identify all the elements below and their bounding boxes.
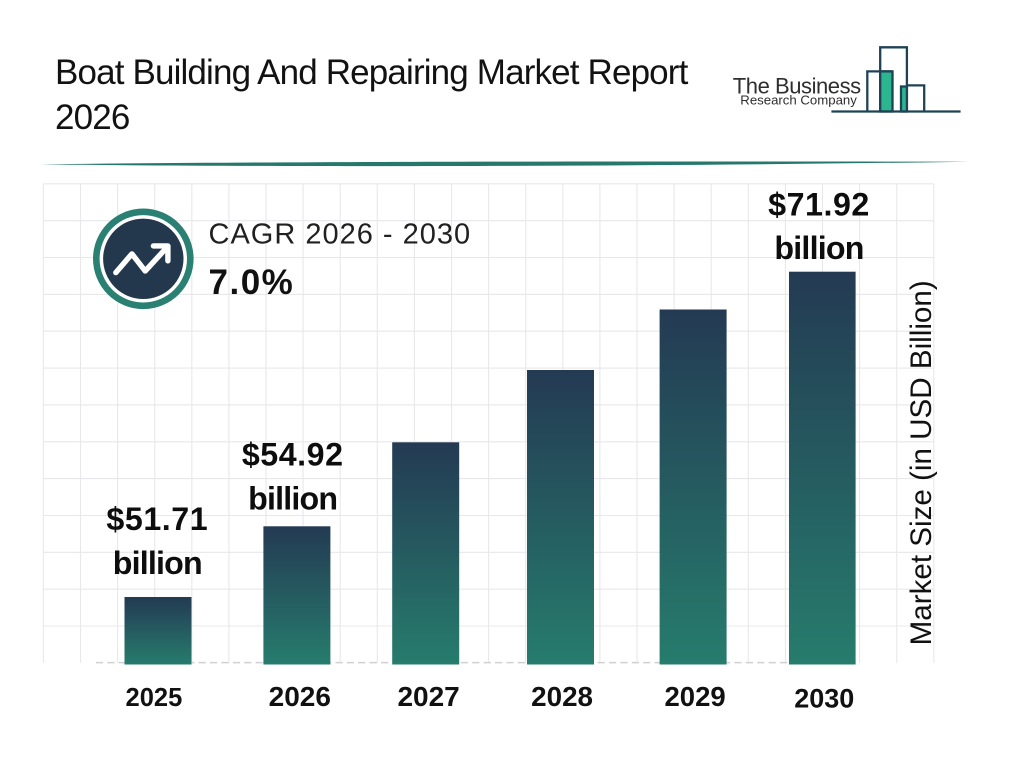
svg-text:billion: billion (774, 230, 863, 266)
svg-text:2025: 2025 (126, 684, 183, 712)
svg-text:The Business: The Business (733, 73, 861, 98)
svg-text:7.0%: 7.0% (209, 263, 295, 302)
svg-text:2026: 2026 (269, 681, 331, 712)
svg-text:2027: 2027 (397, 681, 459, 712)
svg-text:$71.92: $71.92 (768, 187, 870, 223)
svg-text:2028: 2028 (531, 681, 593, 712)
svg-text:2030: 2030 (794, 684, 854, 714)
svg-text:2026: 2026 (55, 98, 129, 137)
svg-text:2029: 2029 (665, 681, 726, 712)
svg-text:$54.92: $54.92 (242, 437, 344, 473)
svg-text:Research Company: Research Company (740, 93, 857, 108)
svg-text:billion: billion (248, 480, 337, 516)
svg-text:billion: billion (113, 545, 202, 581)
svg-text:Boat Building And Repairing Ma: Boat Building And Repairing Market Repor… (55, 53, 689, 92)
svg-text:$51.71: $51.71 (106, 501, 208, 537)
svg-text:CAGR 2026 - 2030: CAGR 2026 - 2030 (209, 219, 472, 251)
svg-text:Market Size (in USD Billion): Market Size (in USD Billion) (905, 280, 938, 645)
